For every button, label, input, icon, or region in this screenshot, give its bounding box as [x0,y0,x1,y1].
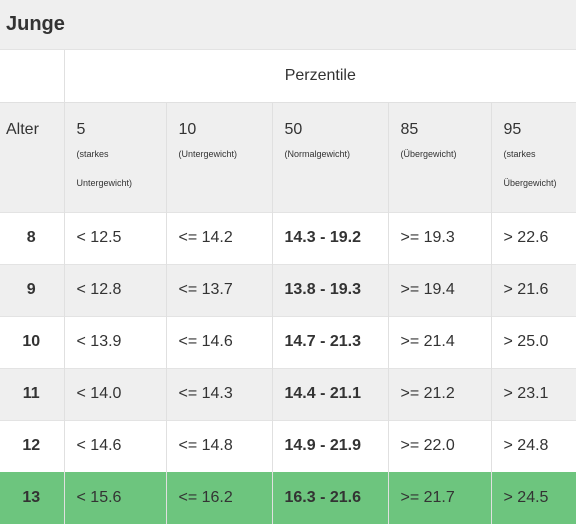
p85-cell: >= 21.7 [388,472,491,524]
percentile-number: 95 [504,121,576,139]
percentile-table: Perzentile Alter 5 (starkes Untergewicht… [0,50,576,524]
column-header-row: Alter 5 (starkes Untergewicht) 10 (Unter… [0,102,576,212]
title-bar: Junge [0,0,576,50]
p5-cell: < 13.9 [64,316,166,368]
p5-cell: < 12.5 [64,212,166,264]
p95-cell: > 21.6 [491,264,576,316]
age-cell: 8 [0,212,64,264]
column-header-p10: 10 (Untergewicht) [166,102,272,212]
column-header-p85: 85 (Übergewicht) [388,102,491,212]
p10-cell: <= 14.8 [166,420,272,472]
table-row: 8 < 12.5 <= 14.2 14.3 - 19.2 >= 19.3 > 2… [0,212,576,264]
percentile-number: 50 [285,121,388,139]
p50-cell: 16.3 - 21.6 [272,472,388,524]
p85-cell: >= 19.3 [388,212,491,264]
percentile-description: (starkes Übergewicht) [504,140,576,198]
percentile-description: (Untergewicht) [179,140,272,169]
table-row-highlighted: 13 < 15.6 <= 16.2 16.3 - 21.6 >= 21.7 > … [0,472,576,524]
column-header-p95: 95 (starkes Übergewicht) [491,102,576,212]
age-cell: 10 [0,316,64,368]
p5-cell: < 15.6 [64,472,166,524]
table-row: 11 < 14.0 <= 14.3 14.4 - 21.1 >= 21.2 > … [0,368,576,420]
p50-cell: 14.4 - 21.1 [272,368,388,420]
p10-cell: <= 14.6 [166,316,272,368]
p85-cell: >= 21.2 [388,368,491,420]
p10-cell: <= 14.3 [166,368,272,420]
percentile-number: 85 [401,121,491,139]
p10-cell: <= 14.2 [166,212,272,264]
percentile-description: (Normalgewicht) [285,140,388,169]
percentile-description: (starkes Untergewicht) [77,140,166,198]
p85-cell: >= 21.4 [388,316,491,368]
p5-cell: < 12.8 [64,264,166,316]
p95-cell: > 22.6 [491,212,576,264]
table-row: 9 < 12.8 <= 13.7 13.8 - 19.3 >= 19.4 > 2… [0,264,576,316]
alter-header: Alter [0,102,64,212]
p50-cell: 13.8 - 19.3 [272,264,388,316]
percentile-description: (Übergewicht) [401,140,491,169]
column-header-p5: 5 (starkes Untergewicht) [64,102,166,212]
table-row: 12 < 14.6 <= 14.8 14.9 - 21.9 >= 22.0 > … [0,420,576,472]
age-cell: 12 [0,420,64,472]
p5-cell: < 14.0 [64,368,166,420]
p5-cell: < 14.6 [64,420,166,472]
percentile-caption: Perzentile [64,50,576,102]
p50-cell: 14.9 - 21.9 [272,420,388,472]
percentile-number: 5 [77,121,166,139]
table-title: Junge [6,13,65,36]
age-cell: 11 [0,368,64,420]
p95-cell: > 25.0 [491,316,576,368]
p85-cell: >= 22.0 [388,420,491,472]
p50-cell: 14.7 - 21.3 [272,316,388,368]
p50-cell: 14.3 - 19.2 [272,212,388,264]
percentile-number: 10 [179,121,272,139]
age-cell: 9 [0,264,64,316]
column-header-p50: 50 (Normalgewicht) [272,102,388,212]
p95-cell: > 23.1 [491,368,576,420]
p95-cell: > 24.5 [491,472,576,524]
empty-corner-cell [0,50,64,102]
age-cell: 13 [0,472,64,524]
p10-cell: <= 16.2 [166,472,272,524]
table-row: 10 < 13.9 <= 14.6 14.7 - 21.3 >= 21.4 > … [0,316,576,368]
p85-cell: >= 19.4 [388,264,491,316]
p95-cell: > 24.8 [491,420,576,472]
percentile-header-row: Perzentile [0,50,576,102]
p10-cell: <= 13.7 [166,264,272,316]
